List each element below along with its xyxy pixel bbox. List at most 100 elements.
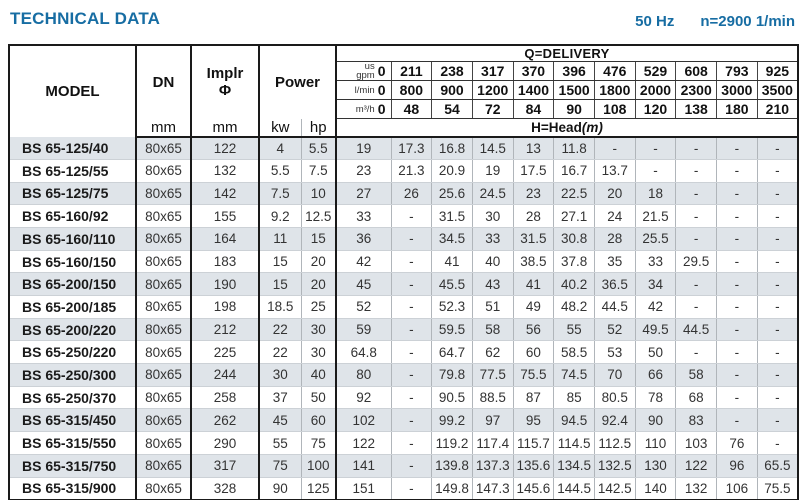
head-value-cell: 66 — [635, 363, 677, 387]
head-value-cell: 132.5 — [594, 454, 636, 478]
head-value-cell: 90 — [635, 408, 677, 433]
head-value-cell: 88.5 — [472, 386, 514, 410]
dn-cell: 80x65 — [136, 250, 192, 274]
model-cell: BS 65-125/75 — [9, 182, 137, 206]
head-value-cell: 78 — [635, 386, 677, 410]
head-value-cell: 23 — [336, 159, 392, 183]
kw-cell: 9.2 — [259, 204, 302, 228]
dn-cell: 80x65 — [136, 182, 192, 206]
unit-line: m³/h — [355, 103, 375, 115]
head-value-cell: - — [391, 386, 433, 410]
kw-cell: 5.5 — [259, 159, 302, 183]
head-value-cell: 36.5 — [594, 272, 636, 297]
kw-cell: 55 — [259, 431, 302, 455]
impeller-cell: 132 — [191, 159, 260, 183]
head-value-cell: 56 — [513, 318, 555, 342]
head-value-cell: 147.3 — [472, 477, 514, 500]
head-value-cell: 149.8 — [431, 477, 473, 500]
head-value-cell: 58 — [675, 363, 718, 387]
dn-cell: 80x65 — [136, 340, 192, 365]
head-value-cell: 34 — [635, 272, 677, 297]
frequency-label: 50 Hz — [635, 13, 675, 30]
head-value-cell: - — [391, 295, 433, 319]
head-value-cell: 53 — [594, 340, 636, 365]
table-row: BS 65-160/110 80x65 164 11 15 36-34.5 33 31.5 30… — [9, 227, 798, 251]
head-value-cell: - — [391, 431, 433, 455]
head-value-cell: 42 — [635, 295, 677, 319]
impeller-cell: 225 — [191, 340, 260, 365]
table-row: BS 65-315/550 80x65 290 55 75 122-119.2 117.4 1… — [9, 431, 798, 455]
delivery-value: 317 — [472, 61, 514, 82]
impeller-cell: 198 — [191, 295, 260, 319]
head-value-cell: 31.5 — [431, 204, 473, 228]
head-value-cell: - — [757, 136, 798, 160]
kw-cell: 22 — [259, 340, 302, 365]
head-value-cell: 68 — [675, 386, 718, 410]
head-value-cell: 70 — [594, 363, 636, 387]
dn-cell: 80x65 — [136, 204, 192, 228]
delivery-title-row: MODEL DN Implr Φ Power Q=DELIVERY — [9, 45, 798, 137]
head-value-cell: 24 — [594, 204, 636, 228]
head-value-cell: 144.5 — [553, 477, 595, 500]
head-value-cell: - — [391, 227, 433, 251]
dn-cell: 80x65 — [136, 159, 192, 183]
head-value-cell: - — [757, 295, 798, 319]
table-row: BS 65-250/370 80x65 258 37 50 92-90.5 88.5 87 85… — [9, 386, 798, 410]
head-value-cell: - — [391, 477, 433, 500]
dn-cell: 80x65 — [136, 477, 192, 500]
head-value-cell: 83 — [675, 408, 718, 433]
head-value-cell: 59 — [336, 318, 392, 342]
kw-cell: 22 — [259, 318, 302, 342]
head-title-text: H=Head — [531, 119, 582, 135]
head-value-cell: 145.6 — [513, 477, 555, 500]
hp-cell: 30 — [301, 318, 338, 342]
impeller-cell: 317 — [191, 454, 260, 478]
delivery-value: 54 — [431, 99, 473, 120]
hp-cell: 10 — [301, 182, 338, 206]
head-value-cell: 16.7 — [553, 159, 595, 183]
head-value-cell: - — [675, 182, 718, 206]
model-cell: BS 65-250/220 — [9, 340, 137, 365]
delivery-value: 48 — [391, 99, 433, 120]
model-cell: BS 65-315/550 — [9, 431, 137, 455]
column-header-model: MODEL — [9, 45, 137, 137]
kw-cell: 4 — [259, 136, 302, 160]
head-value-cell: - — [391, 272, 433, 297]
impeller-cell: 244 — [191, 363, 260, 387]
hp-cell: 7.5 — [301, 159, 338, 183]
table-row: BS 65-160/92 80x65 155 9.2 12.5 33-31.5 30 28 27… — [9, 204, 798, 228]
head-value-cell: 49.5 — [635, 318, 677, 342]
head-value-cell: 48.2 — [553, 295, 595, 319]
head-value-cell: 49 — [513, 295, 555, 319]
head-value-cell: 85 — [553, 386, 595, 410]
impeller-phi-symbol: Φ — [218, 82, 232, 100]
head-value-cell: 137.3 — [472, 454, 514, 478]
head-value-cell: 59.5 — [431, 318, 473, 342]
hp-cell: 125 — [301, 477, 338, 500]
head-value-cell: - — [391, 340, 433, 365]
head-value-cell: 13.7 — [594, 159, 636, 183]
column-header-dn: DN — [136, 45, 192, 119]
unit-line: l/min — [354, 84, 375, 96]
impeller-cell: 190 — [191, 272, 260, 297]
head-value-cell: 19 — [336, 136, 392, 160]
table-row: BS 65-200/150 80x65 190 15 20 45-45.5 43 41 40.2… — [9, 272, 798, 297]
column-header-impeller: Implr Φ — [191, 45, 260, 119]
impeller-cell: 164 — [191, 227, 260, 251]
head-value-cell: 60 — [513, 340, 555, 365]
model-cell: BS 65-250/370 — [9, 386, 137, 410]
head-value-cell: - — [757, 408, 798, 433]
delivery-value: 211 — [391, 61, 433, 82]
hp-cell: 15 — [301, 227, 338, 251]
model-cell: BS 65-250/300 — [9, 363, 137, 387]
head-value-cell: - — [391, 318, 433, 342]
delivery-value: 925 — [757, 61, 798, 82]
head-value-cell: 134.5 — [553, 454, 595, 478]
head-value-cell: 13 — [513, 136, 555, 160]
head-value-cell: - — [757, 318, 798, 342]
head-value-cell: 21.3 — [391, 159, 433, 183]
delivery-value: 1400 — [513, 80, 555, 101]
head-value-cell: 11.8 — [553, 136, 595, 160]
delivery-value: 793 — [716, 61, 758, 82]
head-value-cell: - — [716, 182, 758, 206]
